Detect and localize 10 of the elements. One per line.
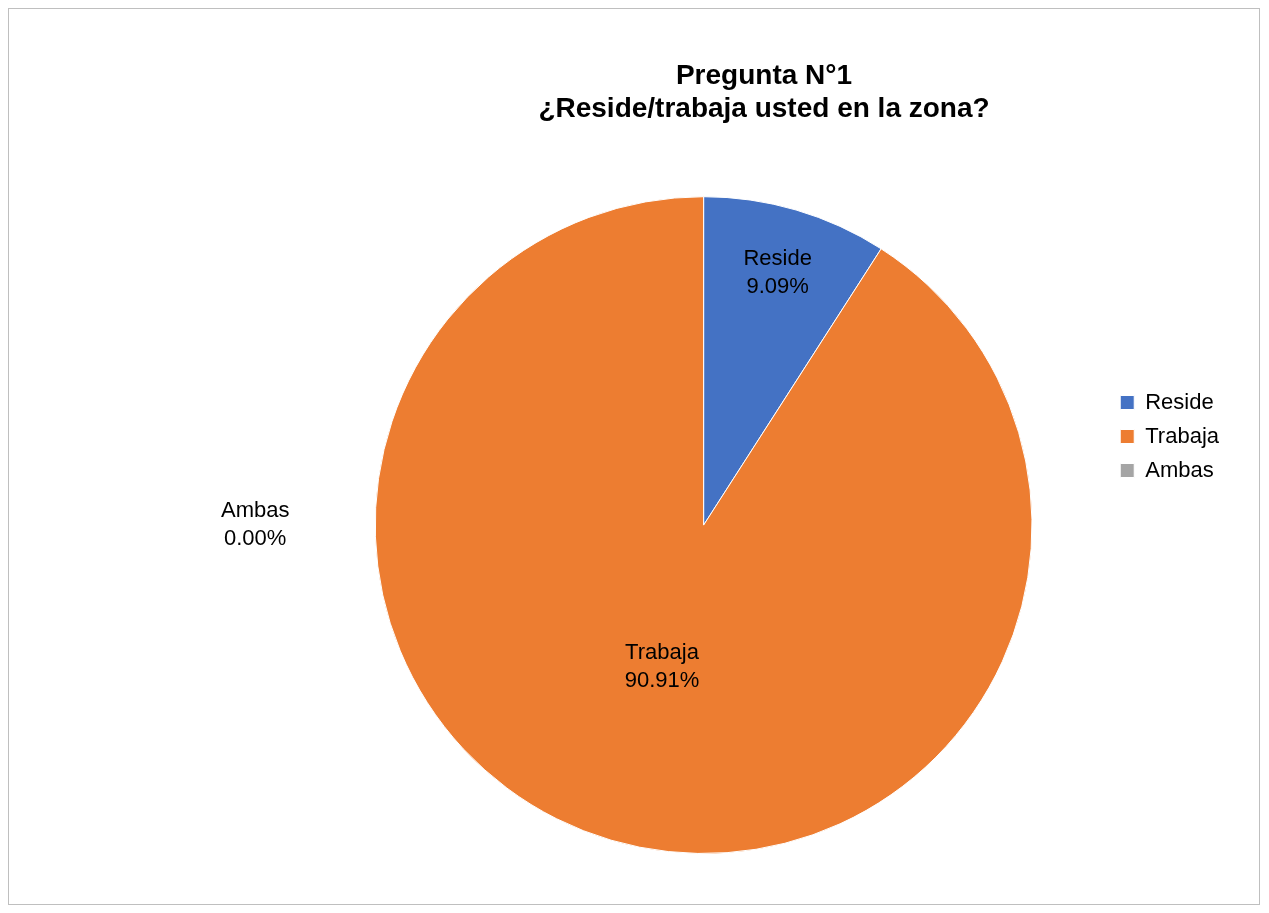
text: 0.00% (224, 525, 287, 551)
legend-label: Trabaja (1145, 422, 1220, 448)
slice-label: Reside (743, 245, 812, 271)
data-label: 90.91% (624, 666, 700, 692)
slice-label: Trabaja (625, 638, 700, 664)
data-label: 9.09% (746, 273, 809, 299)
legend-label: Ambas (1145, 456, 1214, 482)
category-label: Ambas (220, 497, 290, 523)
chart-title: Pregunta N°1 ¿Reside/trabaja usted en la zona? (538, 58, 990, 124)
legend-label: Reside (1145, 388, 1214, 414)
